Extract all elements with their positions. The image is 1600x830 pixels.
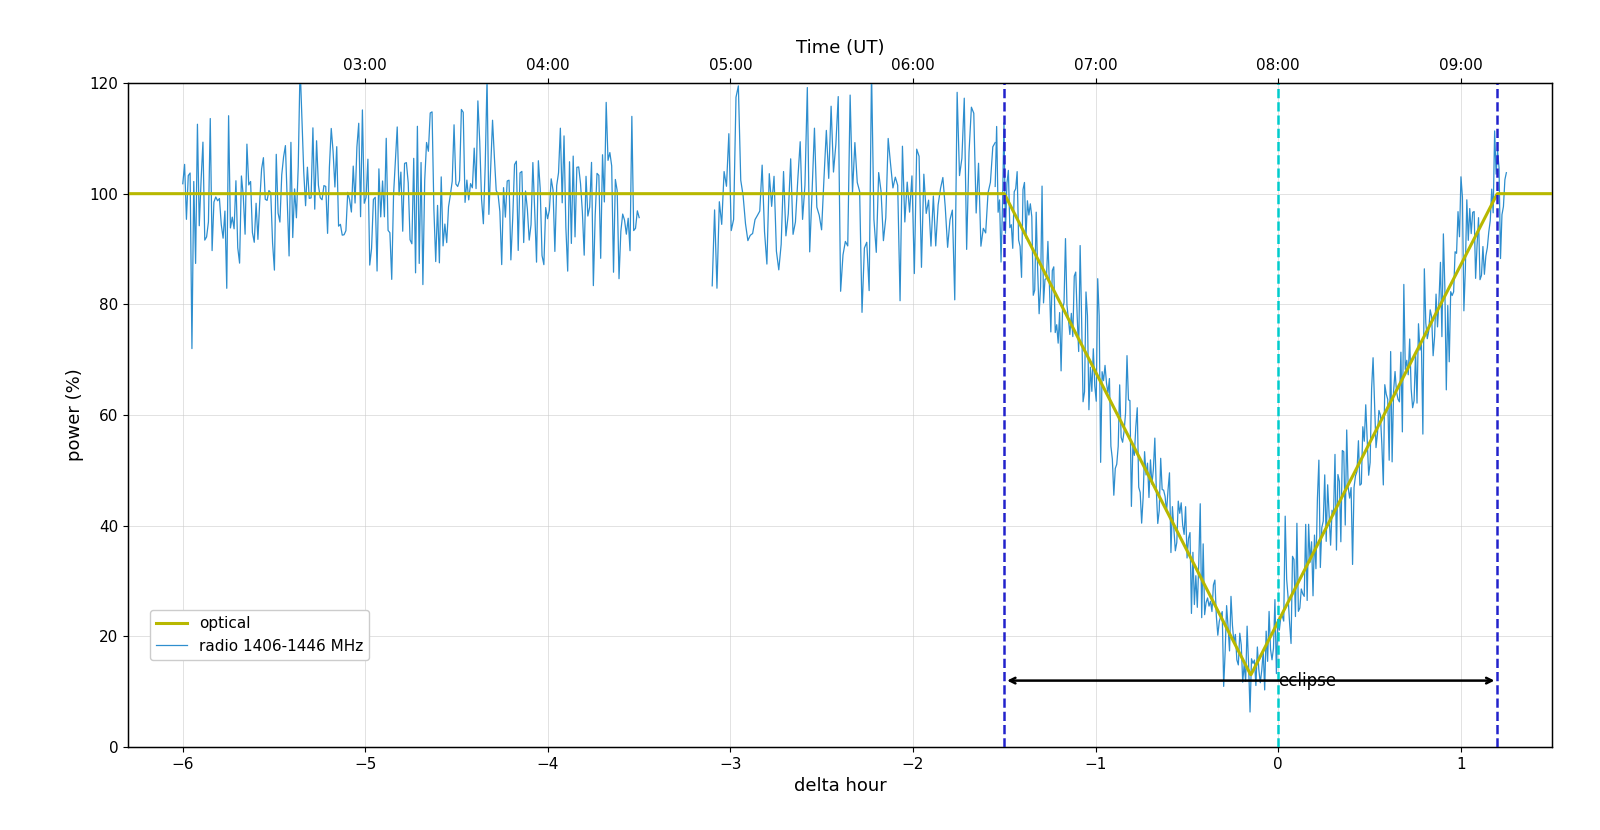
Legend: optical, radio 1406-1446 MHz: optical, radio 1406-1446 MHz [150,610,370,660]
Y-axis label: power (%): power (%) [66,369,83,461]
Text: eclipse: eclipse [1278,671,1336,690]
X-axis label: delta hour: delta hour [794,777,886,795]
X-axis label: Time (UT): Time (UT) [795,39,885,56]
